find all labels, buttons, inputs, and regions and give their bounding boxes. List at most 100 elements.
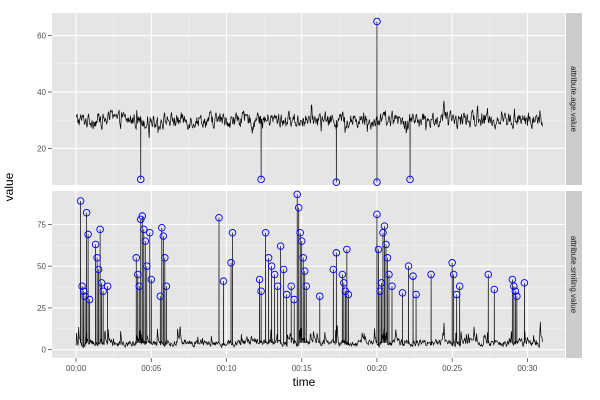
outlier-point bbox=[316, 292, 324, 300]
outlier-point bbox=[513, 292, 521, 300]
y-tick-label: 25 bbox=[37, 304, 46, 313]
outlier-point bbox=[452, 290, 461, 299]
x-tick-label: 00:10 bbox=[216, 364, 237, 373]
outlier-point bbox=[162, 282, 171, 290]
outlier-point bbox=[84, 230, 92, 239]
outlier-point bbox=[300, 267, 309, 275]
outlier-point bbox=[373, 17, 381, 26]
outlier-point bbox=[412, 290, 420, 299]
x-tick-label: 00:00 bbox=[66, 364, 87, 373]
panel-2: 0 25 50 75 attribute.smiling.value bbox=[37, 190, 582, 358]
outlier-point bbox=[404, 262, 413, 270]
facet-strip-label: attribute.smiling.value bbox=[569, 236, 578, 314]
outlier-point bbox=[373, 210, 381, 219]
outlier-point bbox=[302, 282, 310, 290]
facet-strip-label: attribute.age.value bbox=[569, 66, 578, 132]
outlier-point bbox=[267, 262, 276, 270]
outlier-point bbox=[340, 279, 348, 287]
x-axis: 00:00 00:05 00:10 00:15 00:20 00:25 00:30 bbox=[66, 358, 538, 373]
outlier-point bbox=[78, 282, 86, 290]
x-tick-label: 00:15 bbox=[292, 364, 313, 373]
y-axis-title: value bbox=[2, 172, 16, 201]
outlier-point bbox=[228, 228, 237, 237]
outlier-point bbox=[264, 254, 273, 262]
y-tick-label: 20 bbox=[37, 144, 46, 153]
outlier-point bbox=[388, 282, 396, 290]
outlier-point bbox=[219, 277, 228, 285]
outlier-point bbox=[91, 240, 100, 249]
outlier-point bbox=[161, 254, 169, 262]
y-tick-label: 60 bbox=[37, 32, 46, 41]
outlier-point bbox=[227, 259, 235, 267]
outlier-point bbox=[448, 259, 456, 267]
outlier-point bbox=[257, 175, 265, 184]
outlier-point bbox=[137, 175, 145, 184]
outlier-point bbox=[270, 270, 279, 279]
outlier-point bbox=[261, 228, 270, 237]
panels-layer: 20 40 60 attribute.age.value 0 25 50 75 attribut… bbox=[37, 13, 582, 358]
outlier-point bbox=[215, 213, 223, 222]
outlier-point bbox=[156, 292, 165, 300]
panel-background bbox=[52, 13, 565, 185]
outlier-point bbox=[76, 197, 85, 205]
y-tick-label: 0 bbox=[42, 346, 47, 355]
outlier-point bbox=[99, 287, 107, 295]
outlier-point bbox=[376, 287, 384, 295]
outlier-point bbox=[455, 282, 464, 290]
outlier-point bbox=[159, 232, 168, 240]
outlier-point bbox=[97, 279, 106, 287]
outlier-point bbox=[143, 262, 151, 270]
outlier-point bbox=[297, 237, 306, 245]
outlier-point bbox=[484, 270, 493, 279]
outlier-point bbox=[103, 282, 112, 290]
x-tick-label: 00:25 bbox=[442, 364, 463, 373]
outlier-point bbox=[427, 270, 435, 279]
series-line bbox=[75, 21, 543, 183]
outlier-point bbox=[332, 249, 341, 257]
outlier-point bbox=[147, 275, 156, 284]
series-line bbox=[75, 194, 543, 349]
outlier-point bbox=[132, 254, 140, 262]
outlier-point bbox=[158, 223, 166, 232]
outlier-point bbox=[85, 295, 94, 304]
outlier-point bbox=[94, 265, 103, 274]
outlier-point bbox=[344, 290, 353, 299]
outlier-point bbox=[299, 254, 307, 262]
outlier-point bbox=[282, 290, 291, 299]
outlier-point bbox=[383, 254, 392, 262]
outlier-point bbox=[520, 279, 529, 287]
outlier-point bbox=[343, 245, 351, 254]
x-tick-label: 00:05 bbox=[141, 364, 162, 373]
outlier-point bbox=[380, 222, 389, 230]
outlier-point bbox=[140, 225, 148, 234]
x-tick-label: 00:20 bbox=[367, 364, 388, 373]
outlier-point bbox=[135, 282, 144, 290]
outlier-point bbox=[255, 275, 264, 284]
outlier-point bbox=[373, 178, 381, 186]
outlier-point bbox=[276, 242, 285, 250]
y-tick-label: 75 bbox=[37, 220, 46, 229]
outlier-point bbox=[511, 287, 520, 295]
y-tick-label: 50 bbox=[37, 262, 46, 271]
outlier-point bbox=[398, 289, 407, 297]
outlier-point bbox=[377, 279, 386, 287]
outlier-point bbox=[374, 245, 383, 254]
outlier-point bbox=[138, 212, 147, 220]
outlier-point bbox=[273, 282, 282, 290]
outlier-point bbox=[290, 295, 298, 304]
outlier-point bbox=[338, 270, 347, 279]
outlier-point bbox=[409, 272, 417, 280]
outlier-point bbox=[146, 228, 154, 237]
outlier-point bbox=[490, 285, 499, 294]
x-axis-title: time bbox=[293, 375, 316, 389]
y-tick-label: 40 bbox=[37, 88, 46, 97]
outlier-point bbox=[287, 282, 295, 290]
outlier-point bbox=[79, 287, 88, 295]
facet-strip bbox=[566, 13, 582, 185]
outlier-point bbox=[406, 175, 414, 184]
outlier-point bbox=[296, 228, 304, 237]
facet-strip bbox=[566, 191, 582, 358]
outlier-point bbox=[510, 282, 518, 290]
outlier-point bbox=[449, 270, 458, 279]
